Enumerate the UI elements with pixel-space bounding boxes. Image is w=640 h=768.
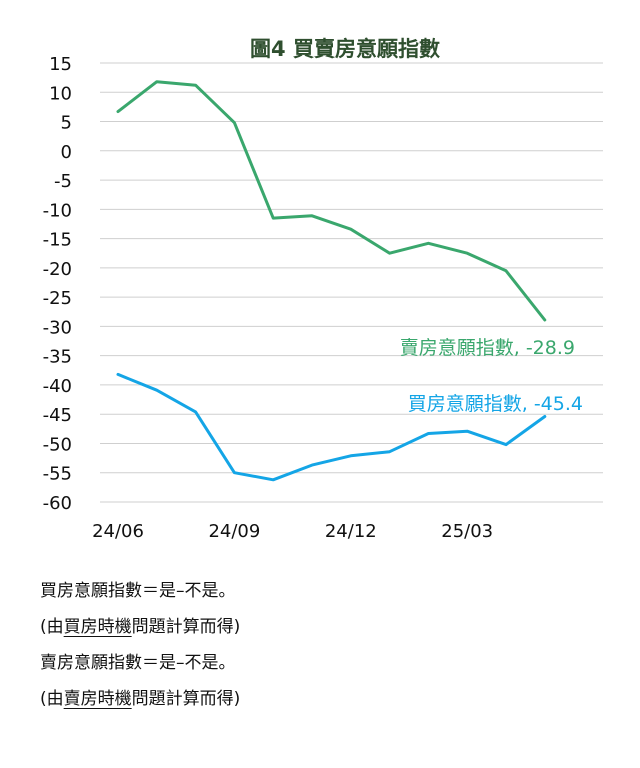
sell-source-underlined: 賣房時機 [63, 689, 132, 709]
y-tick-label: -45 [43, 405, 72, 426]
series-lines [116, 80, 547, 482]
y-tick-label: -50 [43, 434, 72, 455]
series-end-label-2: 買房意願指數, -45.4 [408, 393, 583, 415]
y-tick-label: 0 [61, 142, 72, 163]
sell-source-prefix: (由 [40, 689, 64, 709]
y-tick-label: -5 [54, 171, 72, 192]
y-tick-label: -15 [43, 230, 72, 251]
x-tick-label: 24/09 [208, 521, 260, 542]
notes: 買房意願指數＝是–不是。 (由買房時機問題計算而得) 賣房意願指數＝是–不是。 … [40, 580, 240, 724]
grid-lines [100, 62, 603, 503]
y-tick-label: -25 [43, 288, 72, 309]
series-end-labels: 賣房意願指數, -28.9 買房意願指數, -45.4 [400, 337, 583, 415]
y-tick-label: -40 [43, 376, 72, 397]
y-tick-label: 10 [49, 83, 72, 104]
y-tick-label: -30 [43, 317, 72, 338]
sell-formula-note: 賣房意願指數＝是–不是。 [40, 653, 236, 673]
sell-source-note: (由賣房時機問題計算而得) [40, 688, 240, 710]
y-tick-label: -55 [43, 464, 72, 485]
y-tick-label: -35 [43, 347, 72, 368]
line-chart: 圖4 買賣房意願指數 15 10 5 0 -5 -10 -15 -20 -25 -30 -35 -40… [43, 37, 603, 542]
x-tick-label: 25/03 [441, 521, 493, 542]
buy-source-underlined: 買房時機 [63, 617, 132, 637]
buy-formula-note: 買房意願指數＝是–不是。 [40, 581, 236, 601]
y-tick-label: 5 [61, 113, 72, 134]
buy-source-prefix: (由 [40, 617, 64, 637]
y-tick-label: -60 [43, 493, 72, 514]
chart-title: 圖4 買賣房意願指數 [250, 37, 440, 61]
x-tick-label: 24/06 [92, 521, 144, 542]
series-end-label-1: 賣房意願指數, -28.9 [400, 337, 575, 359]
y-tick-label: -20 [43, 259, 72, 280]
series-line-2 [116, 372, 547, 482]
sell-source-suffix: 問題計算而得) [131, 689, 241, 709]
x-tick-label: 24/12 [325, 521, 377, 542]
y-tick-label: -10 [43, 200, 72, 221]
buy-source-suffix: 問題計算而得) [131, 617, 241, 637]
series-line-1 [116, 80, 547, 322]
x-axis-tick-labels: 24/06 24/09 24/12 25/03 [92, 521, 493, 542]
y-tick-label: 15 [49, 54, 72, 75]
buy-source-note: (由買房時機問題計算而得) [40, 616, 240, 638]
y-axis-tick-labels: 15 10 5 0 -5 -10 -15 -20 -25 -30 -35 -40 -45 -50 -55 -6… [43, 54, 72, 514]
